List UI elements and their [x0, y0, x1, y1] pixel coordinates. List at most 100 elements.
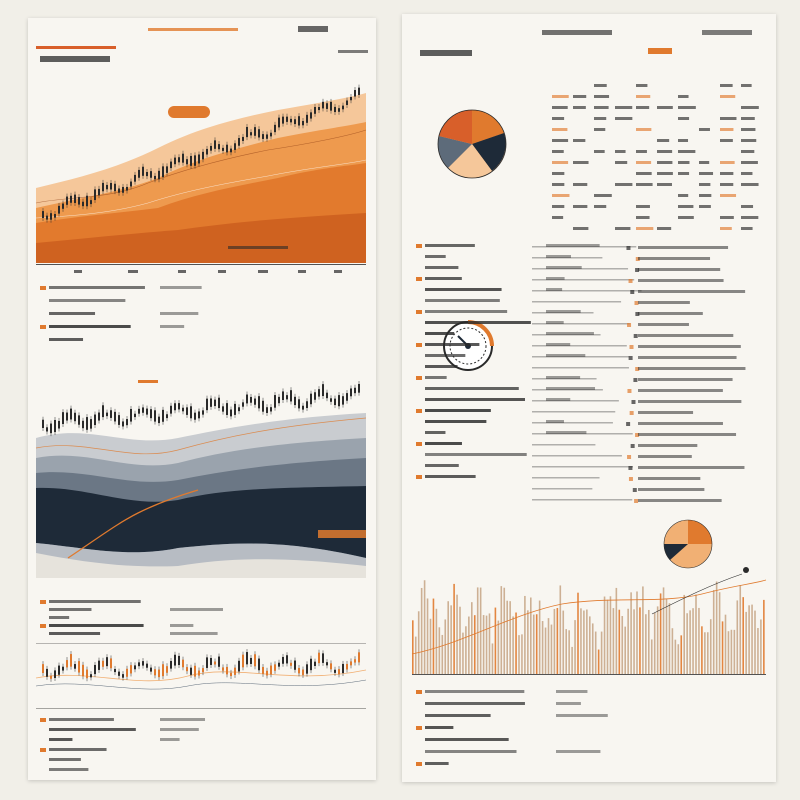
- candle: [210, 142, 212, 154]
- candle: [62, 409, 64, 428]
- candle: [218, 141, 220, 153]
- table-cell: [552, 117, 565, 120]
- spike-bar: [420, 587, 423, 674]
- spike-bar: [621, 616, 624, 674]
- candle: [182, 150, 184, 166]
- spike-bar: [426, 598, 429, 674]
- candle: [86, 414, 88, 433]
- candle: [102, 179, 104, 195]
- candle: [194, 662, 196, 680]
- candle: [346, 97, 348, 108]
- candle: [70, 651, 72, 670]
- candle: [50, 210, 52, 223]
- candle: [222, 403, 224, 415]
- spike-bar: [524, 595, 526, 674]
- spike-bar: [603, 596, 606, 674]
- candle: [278, 659, 280, 670]
- candle: [290, 115, 292, 126]
- candle: [262, 397, 264, 415]
- table-cell: [594, 106, 609, 109]
- candle: [158, 666, 160, 681]
- text-row: [40, 286, 202, 290]
- table-cell: [720, 194, 737, 197]
- table-cell: [594, 84, 607, 87]
- candle: [110, 179, 112, 193]
- candle: [162, 661, 164, 680]
- candle: [82, 661, 84, 680]
- spike-bar: [609, 596, 612, 674]
- candle: [130, 405, 132, 425]
- spike-bar: [659, 593, 662, 674]
- spike-bar: [482, 615, 485, 674]
- candle: [174, 154, 176, 168]
- spike-bar: [550, 624, 553, 674]
- spike-bar: [698, 607, 700, 674]
- candle: [302, 666, 304, 678]
- table-cell: [552, 183, 565, 186]
- spike-bar: [627, 608, 629, 674]
- table-cell: [699, 172, 714, 175]
- table-cell: [552, 139, 569, 142]
- candle: [90, 197, 92, 208]
- spike-bar: [589, 616, 591, 674]
- spike-bar: [512, 616, 514, 674]
- pie-slice: [472, 133, 506, 171]
- spike-bar-series: [412, 580, 765, 674]
- spike-bar: [453, 583, 455, 674]
- spike-bar: [739, 585, 742, 674]
- candle: [206, 654, 208, 671]
- spike-bar: [639, 607, 641, 674]
- candle: [358, 84, 360, 98]
- spike-bar: [423, 580, 426, 674]
- candle: [174, 400, 176, 414]
- candle: [190, 152, 192, 169]
- text-row: [425, 431, 587, 434]
- spike-bar: [645, 614, 647, 674]
- candle: [126, 416, 128, 429]
- candle: [350, 658, 352, 669]
- candle: [106, 654, 108, 670]
- candle: [342, 393, 344, 408]
- candle: [82, 417, 84, 432]
- candle: [242, 399, 244, 410]
- candle: [94, 411, 96, 429]
- spike-bar: [459, 606, 461, 674]
- candle: [226, 663, 228, 678]
- spike-bar: [612, 608, 615, 674]
- table-cell: [678, 194, 689, 197]
- right-poster-sheet: [402, 14, 776, 782]
- candle: [354, 384, 356, 397]
- spike-bar: [544, 627, 547, 674]
- table-cell: [594, 95, 610, 98]
- left-header: [28, 18, 376, 62]
- table-cell: [573, 183, 588, 186]
- candle: [138, 166, 140, 181]
- table-cell: [741, 227, 753, 230]
- text-row: [425, 299, 500, 302]
- spike-bar: [494, 607, 497, 674]
- candle: [302, 117, 304, 129]
- table-cell: [678, 216, 694, 219]
- candle: [98, 657, 100, 673]
- pie-slice: [472, 110, 504, 144]
- candle: [194, 409, 196, 423]
- candle: [194, 152, 196, 169]
- table-cell: [678, 139, 689, 142]
- right-footer-rows: [416, 690, 608, 766]
- spike-bar: [562, 610, 565, 674]
- table-cell: [552, 106, 568, 109]
- spike-bar: [488, 613, 491, 674]
- text-row: [425, 398, 571, 401]
- candle: [170, 402, 172, 417]
- spike-bar: [707, 632, 709, 674]
- text-row: [40, 718, 206, 722]
- text-row: [425, 365, 458, 368]
- candle: [54, 211, 56, 221]
- candle: [226, 141, 228, 156]
- spike-bar: [485, 615, 488, 674]
- candle: [114, 180, 116, 195]
- candle: [290, 659, 292, 669]
- candle: [214, 396, 216, 410]
- table-cell: [678, 150, 696, 153]
- spike-bar: [515, 612, 517, 674]
